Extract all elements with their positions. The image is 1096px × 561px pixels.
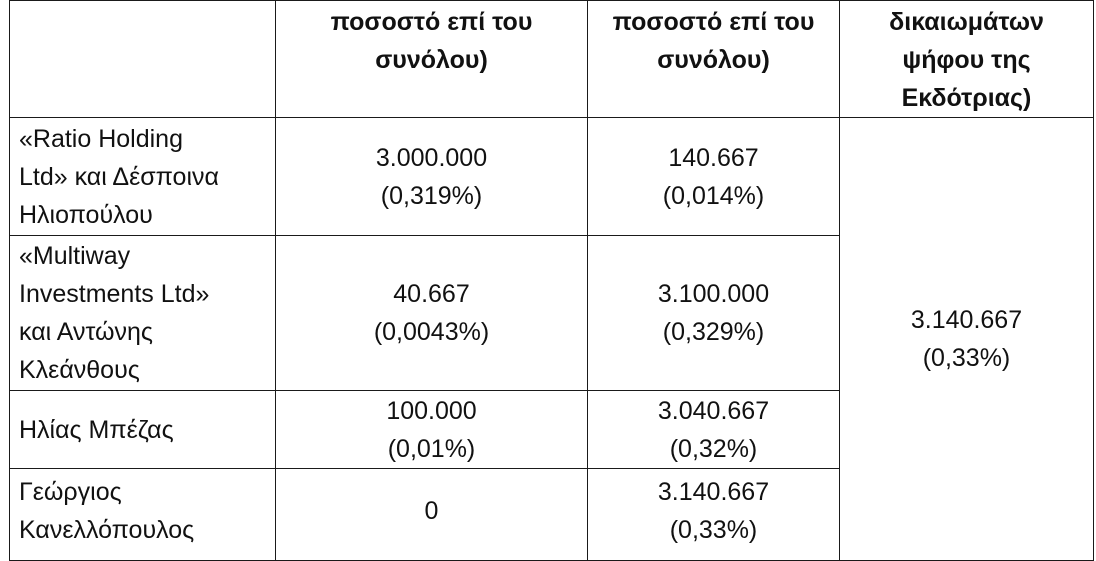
- shares-percent: (0,329%): [662, 318, 765, 346]
- shares-value-cell-1: 0: [275, 468, 588, 561]
- shareholder-name-cell: «Multiway Investments Ltd» και Αντώνης Κ…: [9, 235, 276, 391]
- shares-value-cell-2: 3.140.667 (0,33%): [587, 468, 840, 561]
- shareholder-name-line: και Αντώνης: [19, 318, 153, 346]
- shareholder-name-line: Γεώργιος: [19, 478, 122, 506]
- shareholder-name-line: Κλεάνθους: [19, 356, 140, 384]
- shares-value-cell-1: 40.667 (0,0043%): [275, 235, 588, 391]
- header-cell-shares-1: ποσοστό επί του συνόλου): [275, 0, 588, 118]
- shareholder-name-line: Κανελλόπουλος: [19, 516, 195, 544]
- header-cell-voting-rights: δικαιωμάτων ψήφου της Εκδότριας): [839, 0, 1094, 118]
- total-voting-rights-cell: 3.140.667 (0,33%): [839, 117, 1094, 561]
- shares-value-cell-1: 100.000 (0,01%): [275, 390, 588, 469]
- header-text: Εκδότριας): [901, 84, 1032, 112]
- shareholder-name-line: Ltd» και Δέσποινα: [19, 162, 219, 191]
- shares-count: 100.000: [386, 396, 477, 425]
- shares-percent: (0,33%): [669, 516, 758, 544]
- header-text: ψήφου της: [902, 46, 1031, 74]
- shareholder-name-cell: «Ratio Holding Ltd» και Δέσποινα Ηλιοπού…: [9, 117, 276, 236]
- shares-count: 3.000.000: [375, 143, 488, 172]
- shareholder-name-cell: Ηλίας Μπέζας: [9, 390, 276, 469]
- table-row: «Multiway Investments Ltd» και Αντώνης Κ…: [9, 235, 1094, 391]
- shares-value-cell-2: 3.100.000 (0,329%): [587, 235, 840, 391]
- shares-count: 3.100.000: [657, 280, 770, 308]
- shareholder-name-line: Ηλιοπούλου: [19, 200, 153, 229]
- shareholder-name-line: Ηλίας Μπέζας: [19, 415, 174, 444]
- header-text: συνόλου): [375, 46, 488, 74]
- header-text: ποσοστό επί του: [612, 8, 815, 36]
- header-cell-shares-2: ποσοστό επί του συνόλου): [587, 0, 840, 118]
- header-text: δικαιωμάτων: [889, 8, 1044, 36]
- table-row: «Ratio Holding Ltd» και Δέσποινα Ηλιοπού…: [9, 117, 1094, 561]
- shares-percent: (0,32%): [669, 434, 758, 463]
- total-count: 3.140.667: [910, 306, 1023, 334]
- shares-percent: (0,014%): [662, 181, 765, 210]
- shares-percent: (0,319%): [380, 181, 483, 210]
- shareholder-name-line: «Multiway: [19, 242, 131, 270]
- header-text: συνόλου): [657, 46, 770, 74]
- shares-percent: (0,01%): [387, 434, 476, 463]
- shares-value-cell-2: 3.040.667 (0,32%): [587, 390, 840, 469]
- shares-count: 3.140.667: [657, 478, 770, 506]
- shareholder-name-line: «Ratio Holding: [19, 124, 183, 153]
- shares-count: 140.667: [668, 143, 759, 172]
- shares-value-cell-1: 3.000.000 (0,319%): [275, 117, 588, 236]
- shares-value-cell-2: 140.667 (0,014%): [587, 117, 840, 236]
- header-text: ποσοστό επί του: [330, 8, 533, 36]
- shares-count: 40.667: [393, 280, 470, 308]
- shareholding-table: ποσοστό επί του συνόλου) ποσοστό επί του…: [9, 0, 1094, 561]
- table-header-row: ποσοστό επί του συνόλου) ποσοστό επί του…: [9, 0, 1094, 118]
- shares-count: 3.040.667: [657, 396, 770, 425]
- shares-count: 0: [424, 497, 439, 525]
- header-cell-name: [9, 0, 276, 118]
- shareholder-name-line: Investments Ltd»: [19, 280, 210, 308]
- shareholder-name-cell: Γεώργιος Κανελλόπουλος: [9, 468, 276, 561]
- shares-percent: (0,0043%): [373, 318, 490, 346]
- total-percent: (0,33%): [922, 344, 1011, 372]
